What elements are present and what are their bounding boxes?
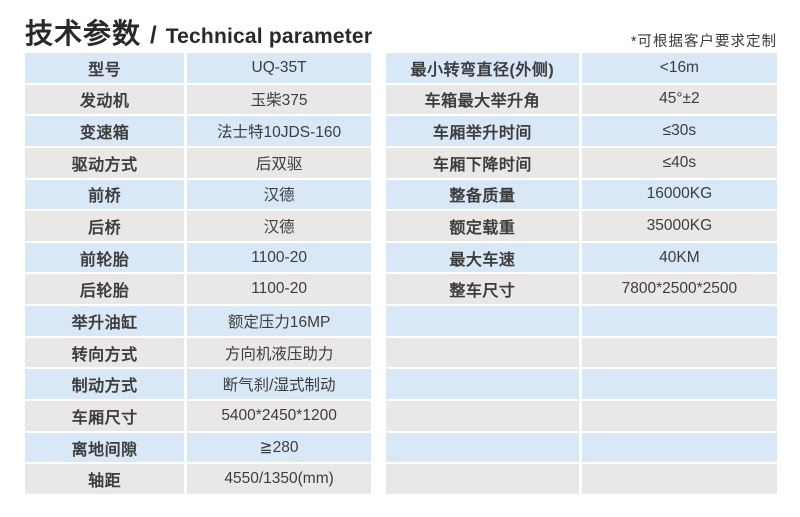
table-row <box>386 401 777 431</box>
row-label: 驱动方式 <box>25 147 185 178</box>
row-label: 最小转弯直径(外侧) <box>386 53 579 83</box>
row-value: <16m <box>581 53 777 83</box>
table-row: 型号 UQ-35T <box>25 53 371 83</box>
row-value: 35000KG <box>581 211 777 241</box>
row-label: 发动机 <box>25 84 185 115</box>
row-label <box>386 369 579 400</box>
page-title-chinese: 技术参数 <box>25 18 142 49</box>
table-row: 后轮胎 1100-20 <box>25 274 371 305</box>
row-value: 汉德 <box>187 211 371 241</box>
row-value: 后双驱 <box>187 147 371 178</box>
row-value <box>581 337 777 368</box>
table-row: 制动方式 断气刹/湿式制动 <box>25 369 371 400</box>
title-separator: / <box>150 22 157 49</box>
row-value: 16000KG <box>581 179 777 210</box>
row-label: 型号 <box>25 53 185 83</box>
right-spec-table: 最小转弯直径(外侧) <16m 车箱最大举升角 45°±2 车厢举升时间 ≤30… <box>386 53 777 494</box>
row-value: ≤30s <box>581 116 777 146</box>
row-value: ≧280 <box>187 432 371 463</box>
row-value: 4550/1350(mm) <box>187 464 371 494</box>
row-label <box>386 401 579 431</box>
row-label: 变速箱 <box>25 116 185 146</box>
table-row: 后桥 汉德 <box>25 211 371 241</box>
table-row: 前桥 汉德 <box>25 179 371 210</box>
table-row: 额定载重 35000KG <box>386 211 777 241</box>
page-title-english: Technical parameter <box>165 25 373 48</box>
row-label: 前轮胎 <box>25 242 185 273</box>
table-row <box>386 432 777 463</box>
table-row: 车厢举升时间 ≤30s <box>386 116 777 146</box>
row-value: 汉德 <box>187 179 371 210</box>
row-value: 1100-20 <box>187 242 371 273</box>
row-value <box>581 432 777 463</box>
row-value: 断气刹/湿式制动 <box>187 369 371 400</box>
table-row: 离地间隙 ≧280 <box>25 432 371 463</box>
table-row: 变速箱 法士特10JDS-160 <box>25 116 371 146</box>
row-label: 车厢尺寸 <box>25 401 185 431</box>
row-label <box>386 337 579 368</box>
table-row: 前轮胎 1100-20 <box>25 242 371 273</box>
row-label: 前桥 <box>25 179 185 210</box>
table-row: 车厢下降时间 ≤40s <box>386 147 777 178</box>
row-label: 额定载重 <box>386 211 579 241</box>
table-row <box>386 464 777 494</box>
row-label: 制动方式 <box>25 369 185 400</box>
table-row: 车箱最大举升角 45°±2 <box>386 84 777 115</box>
row-value <box>581 369 777 400</box>
table-row: 驱动方式 后双驱 <box>25 147 371 178</box>
customization-note: *可根据客户要求定制 <box>630 34 777 50</box>
left-spec-table: 型号 UQ-35T 发动机 玉柴375 变速箱 法士特10JDS-160 驱动方… <box>25 53 371 494</box>
row-value: 方向机液压助力 <box>187 337 371 368</box>
row-label: 转向方式 <box>25 337 185 368</box>
row-label <box>386 306 579 336</box>
row-value <box>581 306 777 336</box>
row-label: 最大车速 <box>386 242 579 273</box>
table-row: 最大车速 40KM <box>386 242 777 273</box>
row-label <box>386 432 579 463</box>
row-value: 5400*2450*1200 <box>187 401 371 431</box>
row-label: 举升油缸 <box>25 306 185 336</box>
table-row: 举升油缸 额定压力16MP <box>25 306 371 336</box>
row-value: 玉柴375 <box>187 84 371 115</box>
table-row: 车厢尺寸 5400*2450*1200 <box>25 401 371 431</box>
page-title: 技术参数 / Technical parameter <box>25 12 372 52</box>
row-value: 法士特10JDS-160 <box>187 116 371 146</box>
row-label: 整备质量 <box>386 179 579 210</box>
row-label: 后轮胎 <box>25 274 185 305</box>
row-label: 后桥 <box>25 211 185 241</box>
table-row: 整备质量 16000KG <box>386 179 777 210</box>
table-row: 整车尺寸 7800*2500*2500 <box>386 274 777 305</box>
row-value: UQ-35T <box>187 53 371 83</box>
row-value: 7800*2500*2500 <box>581 274 777 305</box>
table-row: 轴距 4550/1350(mm) <box>25 464 371 494</box>
row-label: 车厢下降时间 <box>386 147 579 178</box>
row-label <box>386 464 579 494</box>
row-value <box>581 401 777 431</box>
row-value: 额定压力16MP <box>187 306 371 336</box>
table-row: 发动机 玉柴375 <box>25 84 371 115</box>
table-row: 最小转弯直径(外侧) <16m <box>386 53 777 83</box>
row-value: 45°±2 <box>581 84 777 115</box>
row-label: 车厢举升时间 <box>386 116 579 146</box>
row-label: 离地间隙 <box>25 432 185 463</box>
table-row: 转向方式 方向机液压助力 <box>25 337 371 368</box>
row-label: 车箱最大举升角 <box>386 84 579 115</box>
row-value: 40KM <box>581 242 777 273</box>
row-value <box>581 464 777 494</box>
table-row <box>386 369 777 400</box>
row-label: 整车尺寸 <box>386 274 579 305</box>
row-value: 1100-20 <box>187 274 371 305</box>
table-row <box>386 306 777 336</box>
row-value: ≤40s <box>581 147 777 178</box>
table-row <box>386 337 777 368</box>
row-label: 轴距 <box>25 464 185 494</box>
